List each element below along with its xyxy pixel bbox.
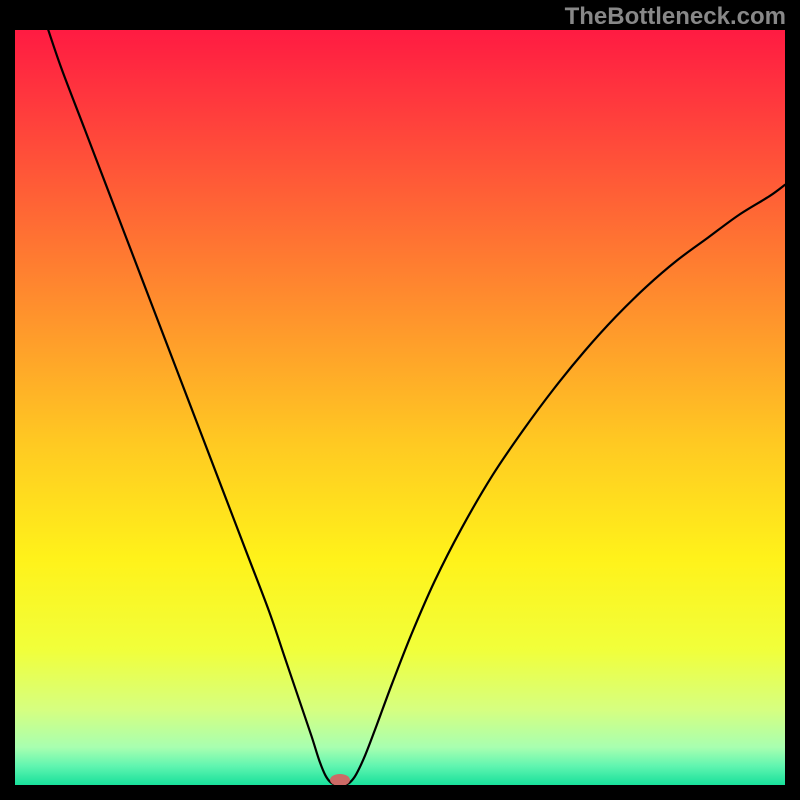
watermark-text: TheBottleneck.com: [565, 3, 786, 31]
optimal-point-marker: [330, 774, 350, 786]
chart-background: [15, 30, 785, 785]
